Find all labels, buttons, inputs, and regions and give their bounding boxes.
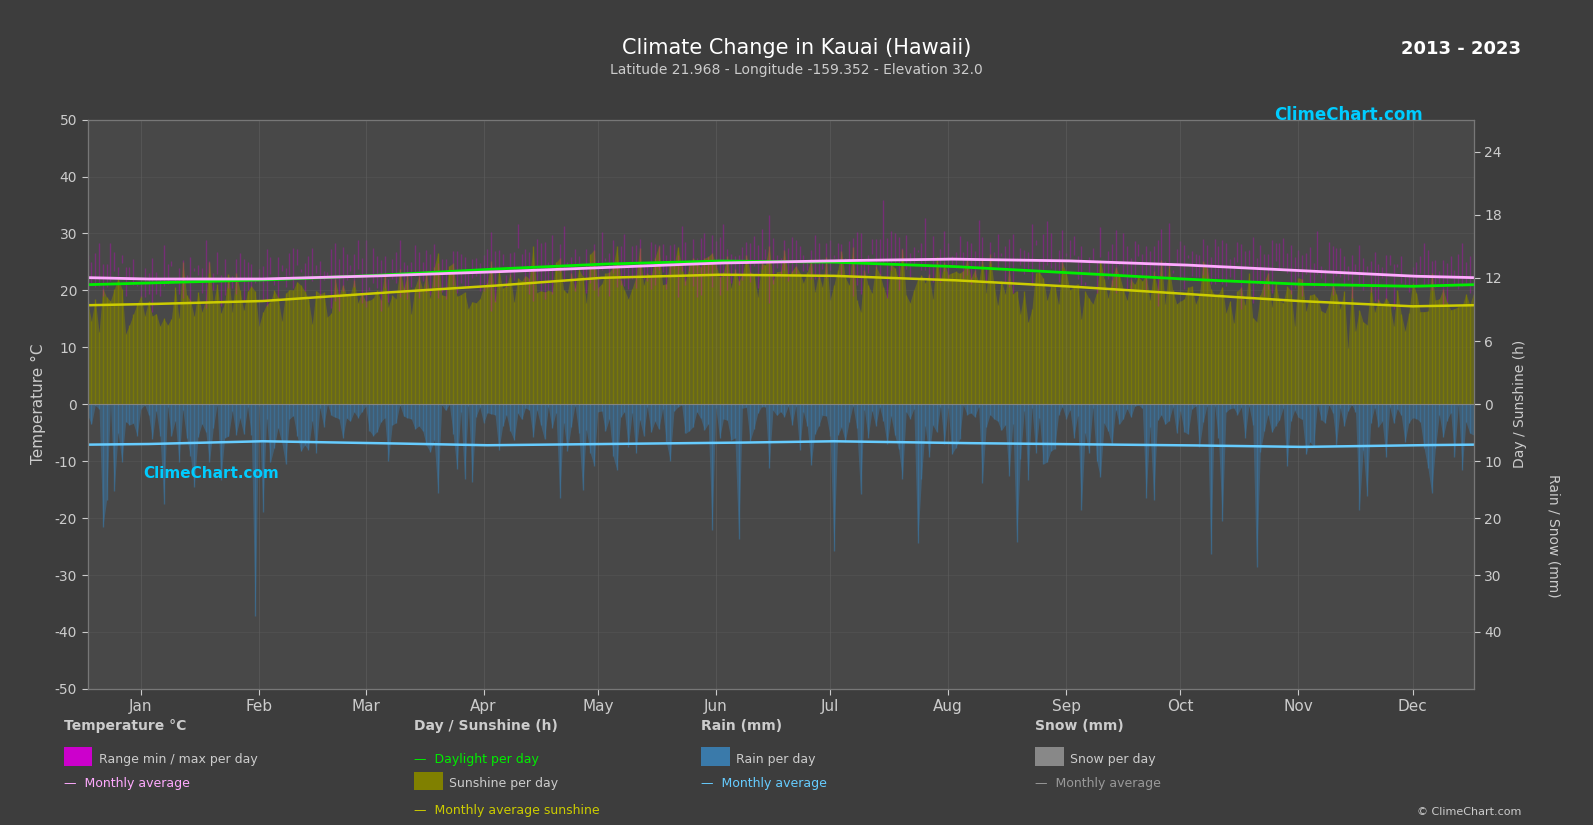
Text: —  Monthly average: — Monthly average <box>701 777 827 790</box>
Y-axis label: Day / Sunshine (h): Day / Sunshine (h) <box>1513 340 1526 469</box>
Text: —  Monthly average sunshine: — Monthly average sunshine <box>414 804 601 817</box>
Y-axis label: Temperature °C: Temperature °C <box>32 344 46 464</box>
Text: Rain per day: Rain per day <box>736 752 816 766</box>
Text: —  Monthly average: — Monthly average <box>1035 777 1161 790</box>
Text: 2013 - 2023: 2013 - 2023 <box>1402 40 1521 58</box>
Text: —  Monthly average: — Monthly average <box>64 777 190 790</box>
Text: Range min / max per day: Range min / max per day <box>99 752 258 766</box>
Text: —  Daylight per day: — Daylight per day <box>414 752 538 766</box>
Text: ClimeChart.com: ClimeChart.com <box>1274 106 1423 124</box>
Text: Sunshine per day: Sunshine per day <box>449 777 559 790</box>
Text: Latitude 21.968 - Longitude -159.352 - Elevation 32.0: Latitude 21.968 - Longitude -159.352 - E… <box>610 64 983 78</box>
Text: Snow (mm): Snow (mm) <box>1035 719 1125 733</box>
Text: Rain / Snow (mm): Rain / Snow (mm) <box>1547 474 1560 598</box>
Text: Snow per day: Snow per day <box>1070 752 1157 766</box>
Text: Rain (mm): Rain (mm) <box>701 719 782 733</box>
Text: ClimeChart.com: ClimeChart.com <box>143 466 279 482</box>
Text: Temperature °C: Temperature °C <box>64 719 186 733</box>
Text: Day / Sunshine (h): Day / Sunshine (h) <box>414 719 558 733</box>
Text: © ClimeChart.com: © ClimeChart.com <box>1416 807 1521 817</box>
Text: Climate Change in Kauai (Hawaii): Climate Change in Kauai (Hawaii) <box>621 38 972 58</box>
